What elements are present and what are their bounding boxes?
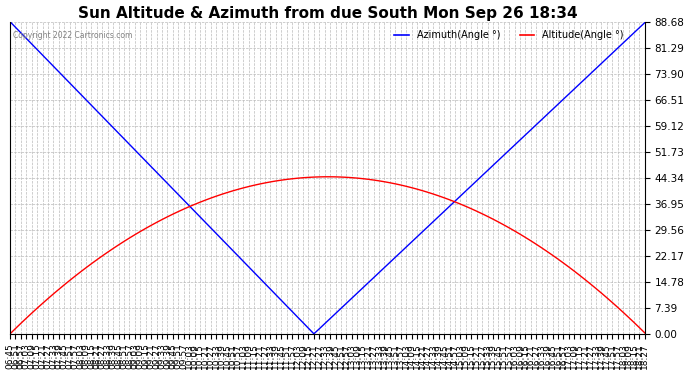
- Legend: Azimuth(Angle °), Altitude(Angle °): Azimuth(Angle °), Altitude(Angle °): [391, 27, 627, 44]
- Title: Sun Altitude & Azimuth from due South Mon Sep 26 18:34: Sun Altitude & Azimuth from due South Mo…: [78, 6, 578, 21]
- Text: Copyright 2022 Cartronics.com: Copyright 2022 Cartronics.com: [13, 31, 132, 40]
